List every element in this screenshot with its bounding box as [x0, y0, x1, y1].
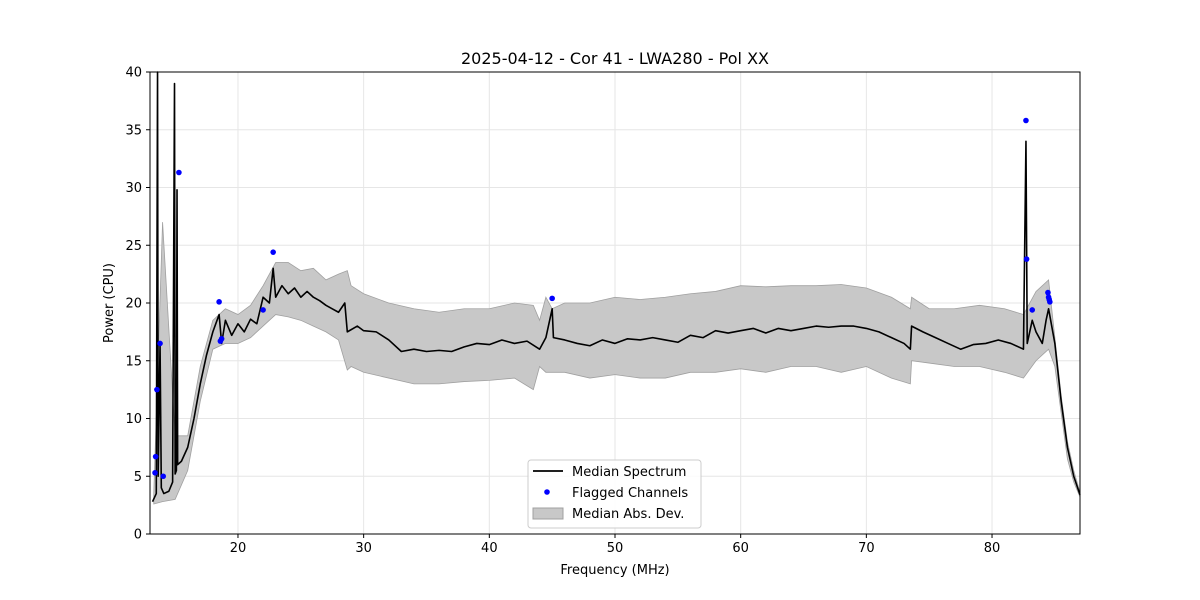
- flagged-point: [160, 473, 166, 480]
- y-tick-label: 5: [134, 470, 142, 485]
- flagged-point: [1023, 256, 1030, 262]
- legend-mad-swatch: [532, 507, 564, 520]
- legend-box: [527, 459, 702, 529]
- y-tick-label: 40: [125, 66, 142, 81]
- x-tick-label: 20: [230, 541, 247, 556]
- y-tick-label: 15: [125, 354, 142, 369]
- flagged-point: [270, 249, 276, 255]
- axis-ticks: 20 30 40 50 60 70 80 0 5 10 15 20 25 30 35 40: [125, 66, 1000, 557]
- flagged-point: [260, 307, 266, 313]
- y-tick-label: 20: [125, 297, 142, 312]
- chart-title: 2025-04-12 - Cor 41 - LWA280 - Pol XX: [461, 49, 769, 68]
- flagged-point: [218, 336, 225, 342]
- x-tick-label: 70: [858, 541, 875, 556]
- x-tick-label: 40: [481, 541, 498, 556]
- x-tick-label: 50: [607, 541, 624, 556]
- flagged-point: [216, 299, 222, 305]
- flagged-point: [1045, 289, 1051, 296]
- y-tick-label: 30: [125, 181, 142, 196]
- x-tick-label: 30: [355, 541, 372, 556]
- x-axis-label: Frequency (MHz): [560, 563, 669, 578]
- y-axis-label: Power (CPU): [102, 263, 117, 343]
- legend-flagged-swatch: [544, 489, 550, 495]
- legend-mad-label: Median Abs. Dev.: [572, 507, 684, 522]
- flagged-point: [549, 295, 555, 302]
- flagged-point: [176, 169, 182, 176]
- median-spectrum: [151, 71, 1081, 502]
- flagged-point: [1047, 299, 1053, 305]
- y-tick-label: 10: [125, 412, 142, 427]
- y-tick-label: 35: [125, 123, 142, 138]
- y-tick-label: 25: [125, 239, 142, 254]
- flagged-point: [1029, 307, 1036, 313]
- x-tick-label: 80: [984, 541, 1001, 556]
- x-tick-label: 60: [732, 541, 749, 556]
- flagged-point: [154, 386, 160, 393]
- legend-median-label: Median Spectrum: [572, 465, 686, 480]
- legend: Median Spectrum Flagged Channels Median …: [527, 459, 702, 529]
- flagged-point: [157, 340, 163, 347]
- y-tick-label: 0: [134, 528, 142, 543]
- flagged-point: [152, 453, 159, 460]
- legend-flagged-label: Flagged Channels: [572, 486, 688, 501]
- flagged-points: [152, 117, 1053, 480]
- flagged-point: [152, 469, 158, 476]
- median-line: [151, 71, 1081, 502]
- flagged-point: [1023, 117, 1029, 124]
